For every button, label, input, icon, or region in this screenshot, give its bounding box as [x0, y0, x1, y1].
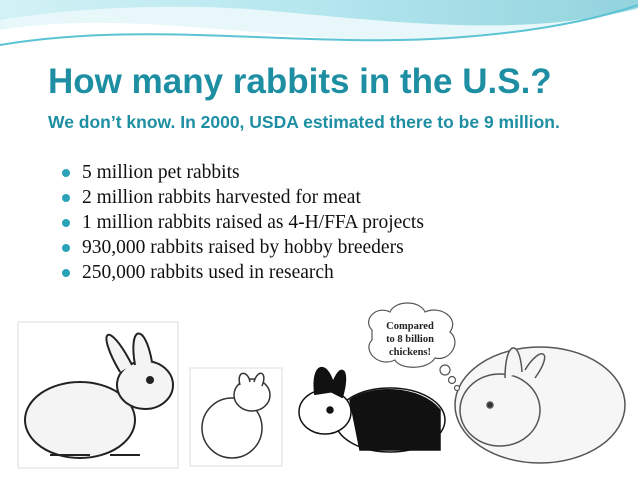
bullet-item: 250,000 rabbits used in research — [62, 260, 424, 285]
header-line — [0, 4, 638, 46]
bullet-list: 5 million pet rabbits 2 million rabbits h… — [62, 160, 424, 285]
title: How many rabbits in the U.S.? — [48, 62, 552, 101]
rabbit-drawing — [17, 321, 179, 469]
bubble-text: Compared to 8 billion chickens! — [370, 320, 450, 359]
header-wave — [0, 0, 638, 41]
subtitle: We don’t know. In 2000, USDA estimated t… — [48, 112, 560, 132]
bullet-item: 2 million rabbits harvested for meat — [62, 185, 424, 210]
bubble-line: chickens! — [389, 347, 431, 358]
rabbit-drawing — [189, 367, 283, 467]
rabbit-drawing — [298, 366, 446, 453]
rabbit-drawing — [454, 346, 626, 464]
bullet-item: 5 million pet rabbits — [62, 160, 424, 185]
bullet-item: 1 million rabbits raised as 4-H/FFA proj… — [62, 210, 424, 235]
thought-bubble — [368, 302, 461, 392]
bubble-line: Compared — [386, 321, 434, 332]
bubble-line: to 8 billion — [386, 334, 434, 345]
bullet-item: 930,000 rabbits raised by hobby breeders — [62, 235, 424, 260]
